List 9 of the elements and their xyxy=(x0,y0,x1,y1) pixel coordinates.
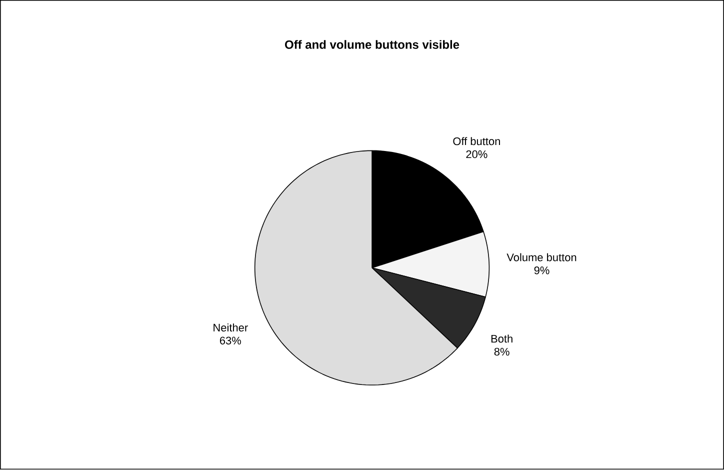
chart-title: Off and volume buttons visible xyxy=(285,40,460,50)
slice-label: Off button xyxy=(453,137,500,146)
data-label: 8% xyxy=(494,348,510,356)
data-label: 63% xyxy=(220,336,241,345)
slice-label: Both xyxy=(491,334,512,343)
slice-label: Volume button xyxy=(506,253,576,262)
data-label: 9% xyxy=(534,266,550,274)
slice-label: Neither xyxy=(214,324,248,332)
data-label: 20% xyxy=(466,150,488,158)
